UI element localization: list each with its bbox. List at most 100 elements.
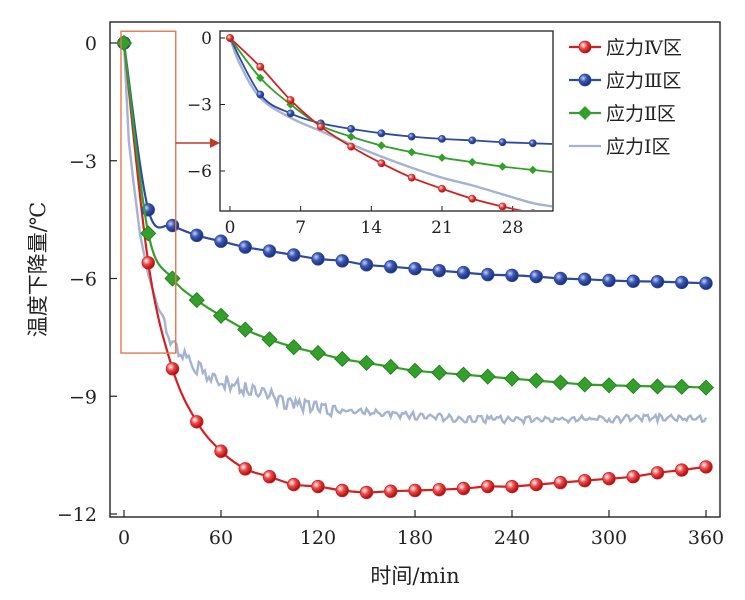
x-tick-label: 300 (591, 527, 627, 549)
data-point (359, 485, 374, 500)
inset-data-point (468, 136, 477, 145)
inset-data-point (347, 142, 356, 151)
inset-y-tick-label: 0 (201, 29, 212, 49)
series-zone-i (122, 42, 708, 427)
data-point (481, 479, 495, 494)
legend-label: 应力Ⅰ区 (606, 136, 671, 158)
data-point (311, 252, 325, 266)
inset-data-point (437, 153, 447, 162)
zoom-region-box (120, 30, 177, 354)
data-point (335, 254, 349, 268)
data-point (529, 269, 543, 284)
data-point (287, 248, 301, 262)
inset-x-tick-label: 14 (360, 218, 382, 238)
data-point (602, 471, 616, 486)
y-tick-label: −12 (57, 504, 97, 526)
data-point (626, 470, 640, 484)
data-point (697, 379, 715, 396)
data-point (382, 358, 399, 375)
data-point (553, 271, 568, 286)
x-tick-label: 120 (300, 527, 336, 549)
data-point (384, 484, 398, 498)
data-point (578, 272, 592, 286)
data-point (431, 364, 448, 381)
data-point (406, 362, 424, 379)
inset-data-point (256, 90, 265, 99)
y-tick-label: −3 (69, 151, 97, 173)
data-point (673, 378, 690, 395)
y-tick-label: −6 (69, 269, 97, 291)
data-point (190, 228, 204, 243)
inset-data-point (530, 209, 536, 210)
zoom-indicator (120, 30, 220, 354)
series-zone-iv (117, 36, 713, 500)
data-point (287, 477, 301, 492)
data-point (650, 466, 665, 480)
legend-swatch-marker (578, 106, 592, 120)
y-tick-label: 0 (85, 33, 97, 55)
inset-data-point (377, 129, 386, 138)
inset-data-point (468, 194, 477, 203)
data-point (140, 225, 157, 242)
x-tick-label: 180 (397, 527, 433, 549)
data-point (456, 265, 471, 280)
data-point (456, 481, 471, 496)
inset-data-point (407, 132, 416, 141)
legend-item-zone-iii: 应力Ⅲ区 (569, 70, 681, 92)
data-point (699, 276, 713, 290)
data-point (600, 377, 618, 394)
data-point (335, 483, 349, 498)
data-point (237, 321, 254, 338)
data-point (262, 244, 277, 258)
data-point (503, 370, 521, 387)
data-point (529, 477, 543, 492)
data-point (626, 274, 640, 288)
data-point (384, 260, 398, 274)
legend-label: 应力Ⅲ区 (606, 70, 681, 92)
legend-item-zone-ii: 应力Ⅱ区 (569, 103, 676, 125)
x-axis-label: 时间/min (370, 564, 459, 588)
legend-item-zone-i: 应力Ⅰ区 (569, 136, 671, 158)
series-zone-ii (115, 34, 715, 396)
x-tick-label: 60 (209, 527, 233, 549)
inset-frame (219, 30, 554, 212)
data-point (309, 345, 327, 362)
inset-data-point (286, 109, 295, 118)
y-tick-label: −9 (69, 386, 97, 408)
data-point (578, 473, 592, 488)
data-point (190, 415, 204, 429)
data-point (505, 479, 519, 494)
main-series-layer (115, 34, 715, 500)
inset-data-point (498, 162, 507, 171)
inset-x-tick-label: 28 (502, 218, 524, 238)
data-point (408, 483, 422, 498)
inset-y-tick-label: −6 (187, 162, 212, 182)
inset-data-point (347, 124, 356, 133)
series-line (122, 42, 708, 427)
inset-data-point (498, 138, 507, 147)
main-axes: 0 60 120 180 240 300 360 0 −3 −6 −9 −12 时间/min 温度下降量/… (26, 21, 724, 588)
data-point (625, 377, 642, 395)
inset-x-tick-label: 7 (295, 218, 306, 238)
data-point (528, 372, 545, 389)
data-point (358, 354, 375, 371)
x-tick-label: 240 (494, 527, 530, 549)
inset-data-point (377, 141, 386, 150)
data-point (238, 240, 252, 254)
legend-label: 应力Ⅳ区 (606, 37, 682, 59)
data-point (602, 273, 616, 288)
data-point (649, 378, 666, 395)
data-point (481, 267, 495, 282)
legend-label: 应力Ⅱ区 (606, 103, 676, 125)
data-point (261, 331, 278, 348)
inset-series-zone-iv (226, 34, 536, 210)
data-point (311, 479, 325, 494)
data-point (576, 376, 593, 393)
inset-series-group (225, 33, 552, 210)
inset-data-point (468, 157, 477, 167)
x-tick-label: 360 (688, 527, 724, 549)
inset-data-point (316, 122, 325, 131)
data-point (455, 366, 472, 383)
data-point (359, 258, 374, 272)
